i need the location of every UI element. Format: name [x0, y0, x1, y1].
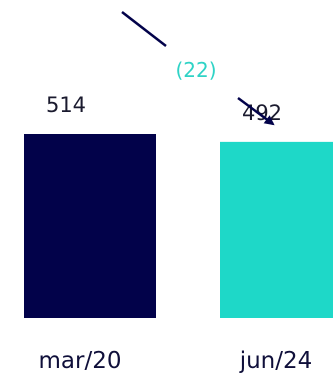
- value-label-mar-20: 514: [46, 93, 86, 117]
- category-label-mar-20: mar/20: [39, 348, 122, 374]
- bar-jun-24: [220, 141, 333, 318]
- difference-annotation: (22): [121, 11, 275, 126]
- category-label-jun-24: jun/24: [239, 348, 313, 374]
- difference-arrow-lower-segment: [237, 96, 275, 126]
- difference-arrow-upper-segment: [121, 11, 167, 47]
- bar-mar-20: [24, 134, 156, 318]
- difference-label: (22): [175, 58, 216, 82]
- bars-layer: [24, 134, 333, 318]
